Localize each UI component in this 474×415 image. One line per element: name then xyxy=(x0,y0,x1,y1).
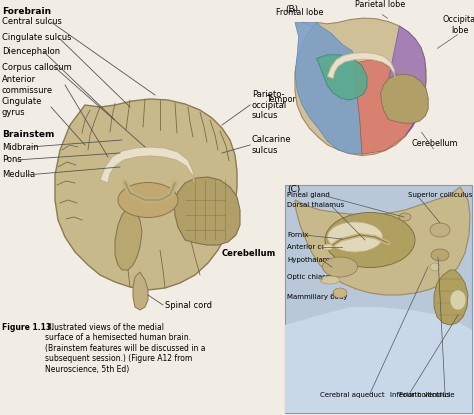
Polygon shape xyxy=(317,55,367,100)
Text: Cerebral aqueduct: Cerebral aqueduct xyxy=(320,392,384,398)
Polygon shape xyxy=(328,53,395,78)
Polygon shape xyxy=(381,74,428,123)
Ellipse shape xyxy=(430,223,450,237)
Polygon shape xyxy=(295,18,426,156)
Text: Cerebellum: Cerebellum xyxy=(412,139,458,147)
Text: Diencephalon: Diencephalon xyxy=(2,47,60,56)
Text: Pons: Pons xyxy=(2,156,22,164)
Text: Midbrain: Midbrain xyxy=(2,142,39,151)
Ellipse shape xyxy=(322,257,357,277)
Text: Brainstem: Brainstem xyxy=(2,130,55,139)
Polygon shape xyxy=(355,60,418,154)
Ellipse shape xyxy=(399,213,411,221)
Text: Anterior commissure: Anterior commissure xyxy=(287,244,360,250)
Text: (B): (B) xyxy=(285,5,298,14)
Polygon shape xyxy=(55,99,237,290)
Polygon shape xyxy=(295,22,362,154)
Polygon shape xyxy=(115,207,142,270)
Text: Spinal cord: Spinal cord xyxy=(165,300,212,310)
Ellipse shape xyxy=(450,290,466,310)
Text: Cingulate
gyrus: Cingulate gyrus xyxy=(2,97,42,117)
Text: Medulla: Medulla xyxy=(2,171,35,180)
Ellipse shape xyxy=(323,244,333,250)
Text: Hypothalamus: Hypothalamus xyxy=(287,257,337,263)
Text: Calcarine
sulcus: Calcarine sulcus xyxy=(252,135,292,155)
Text: Superior colliculus: Superior colliculus xyxy=(408,192,472,198)
Text: Figure 1.13.: Figure 1.13. xyxy=(2,323,54,332)
Text: Corpus callosum: Corpus callosum xyxy=(2,63,72,71)
Text: Pineal gland: Pineal gland xyxy=(287,192,330,198)
Ellipse shape xyxy=(430,263,440,271)
FancyBboxPatch shape xyxy=(285,185,472,413)
Polygon shape xyxy=(389,26,426,136)
Text: Inferior colliculus: Inferior colliculus xyxy=(390,392,450,398)
Text: Temporal lobe: Temporal lobe xyxy=(266,95,323,103)
Ellipse shape xyxy=(328,222,383,252)
Ellipse shape xyxy=(320,276,340,284)
Ellipse shape xyxy=(325,212,415,268)
Text: Cerebellum: Cerebellum xyxy=(222,249,276,257)
Text: Fornix: Fornix xyxy=(287,232,309,238)
Polygon shape xyxy=(133,272,148,310)
Ellipse shape xyxy=(333,288,347,298)
Text: Forebrain: Forebrain xyxy=(2,7,51,16)
Text: Occipital
lobe: Occipital lobe xyxy=(442,15,474,35)
Text: Parietal lobe: Parietal lobe xyxy=(355,0,405,10)
Text: Dorsal thalamus: Dorsal thalamus xyxy=(287,202,344,208)
Text: Cingulate sulcus: Cingulate sulcus xyxy=(2,32,72,42)
Ellipse shape xyxy=(431,249,449,261)
Text: Anterior
commissure: Anterior commissure xyxy=(2,75,53,95)
Text: Mammillary body: Mammillary body xyxy=(287,294,347,300)
Text: Frontal lobe: Frontal lobe xyxy=(276,8,324,17)
Text: Optic chiasm: Optic chiasm xyxy=(287,274,333,280)
Polygon shape xyxy=(295,187,470,295)
Polygon shape xyxy=(174,177,240,245)
Text: Parieto-
occipital
sulcus: Parieto- occipital sulcus xyxy=(252,90,287,120)
Text: (C): (C) xyxy=(287,185,300,194)
Text: Illustrated views of the medial
surface of a hemisected human brain.
(Brainstem : Illustrated views of the medial surface … xyxy=(45,323,206,374)
Polygon shape xyxy=(285,307,472,413)
Text: Central sulcus: Central sulcus xyxy=(2,17,62,27)
Ellipse shape xyxy=(118,183,178,217)
Text: Fourth ventricle: Fourth ventricle xyxy=(400,392,455,398)
Polygon shape xyxy=(434,270,468,325)
Polygon shape xyxy=(100,147,194,183)
